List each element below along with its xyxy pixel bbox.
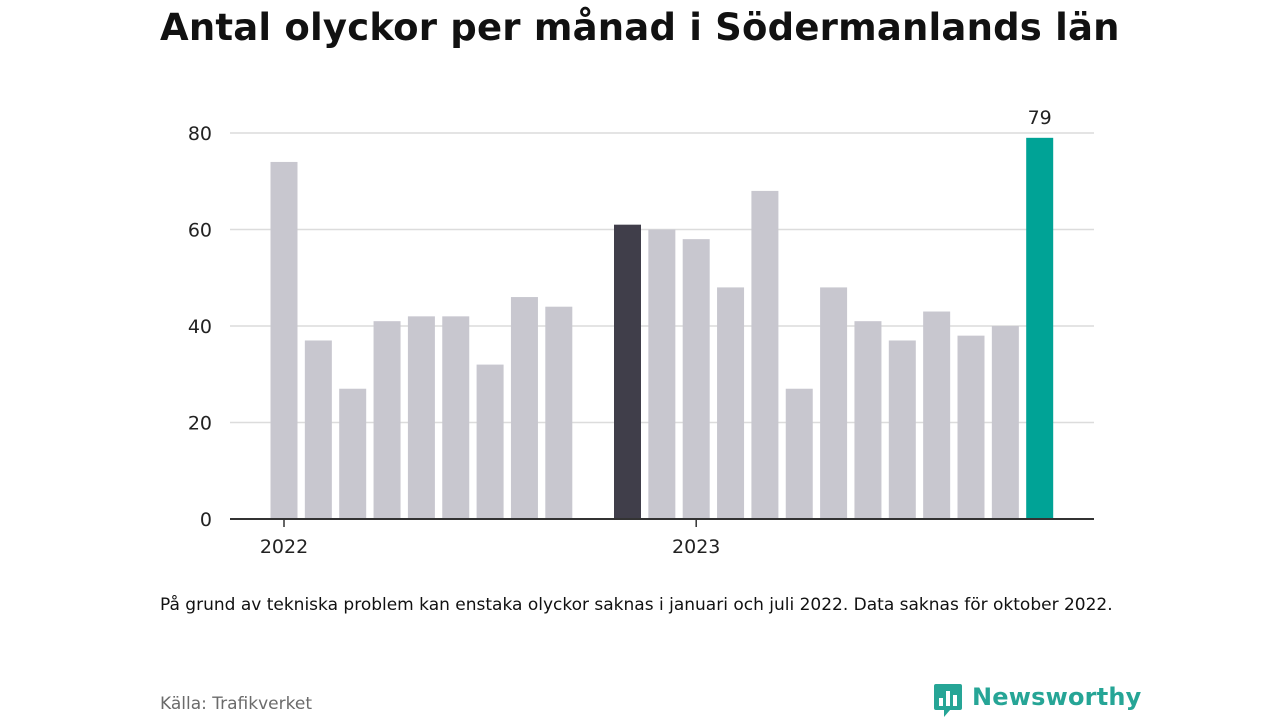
bar-2023-08 bbox=[923, 311, 951, 519]
data-labels: 79 bbox=[1028, 107, 1052, 129]
bar-2022-09 bbox=[545, 306, 573, 519]
bar-2022-01 bbox=[270, 161, 298, 519]
source-credit: Källa: Trafikverket bbox=[160, 694, 312, 714]
bar-2022-07 bbox=[476, 364, 504, 519]
bars bbox=[270, 137, 1054, 520]
footnote: På grund av tekniska problem kan enstaka… bbox=[160, 595, 1113, 615]
y-axis-tick-labels: 0 20 40 60 80 bbox=[188, 123, 212, 531]
bar-chart: 0 20 40 60 80 79 2022 2023 bbox=[188, 107, 1094, 558]
newsworthy-logo-icon bbox=[934, 684, 962, 717]
y-tick-label: 60 bbox=[188, 220, 212, 242]
y-tick-label: 0 bbox=[200, 509, 212, 531]
bar-2023-10 bbox=[991, 326, 1019, 519]
bar-2023-04 bbox=[785, 388, 813, 519]
chart-title: Antal olyckor per månad i Södermanlands … bbox=[160, 6, 1120, 49]
x-tick-label: 2023 bbox=[672, 536, 720, 558]
bar-2022-06 bbox=[442, 316, 470, 519]
brand-name: Newsworthy bbox=[972, 683, 1142, 711]
bar-2023-02 bbox=[717, 287, 745, 519]
x-tick-label: 2022 bbox=[260, 536, 308, 558]
bar-2022-02 bbox=[304, 340, 332, 519]
y-tick-label: 20 bbox=[188, 413, 212, 435]
bar-2023-03 bbox=[751, 190, 779, 519]
bar-2023-05 bbox=[820, 287, 848, 519]
bar-2022-12 bbox=[648, 229, 676, 519]
y-tick-label: 80 bbox=[188, 123, 212, 145]
bar-2022-03 bbox=[339, 388, 367, 519]
bar-value-label: 79 bbox=[1028, 107, 1052, 129]
newsworthy-brand: Newsworthy bbox=[932, 682, 1142, 720]
bar-2023-11 bbox=[1026, 137, 1054, 519]
bar-2022-11 bbox=[614, 224, 641, 520]
y-tick-label: 40 bbox=[188, 316, 212, 338]
x-axis-ticks: 2022 2023 bbox=[260, 519, 720, 558]
bar-2023-09 bbox=[957, 335, 985, 519]
bar-2023-01 bbox=[682, 239, 710, 519]
bar-2023-07 bbox=[888, 340, 916, 519]
bar-2022-05 bbox=[407, 316, 435, 519]
bar-2023-06 bbox=[854, 321, 882, 519]
bar-2022-08 bbox=[510, 297, 538, 519]
bar-2022-04 bbox=[373, 321, 401, 519]
